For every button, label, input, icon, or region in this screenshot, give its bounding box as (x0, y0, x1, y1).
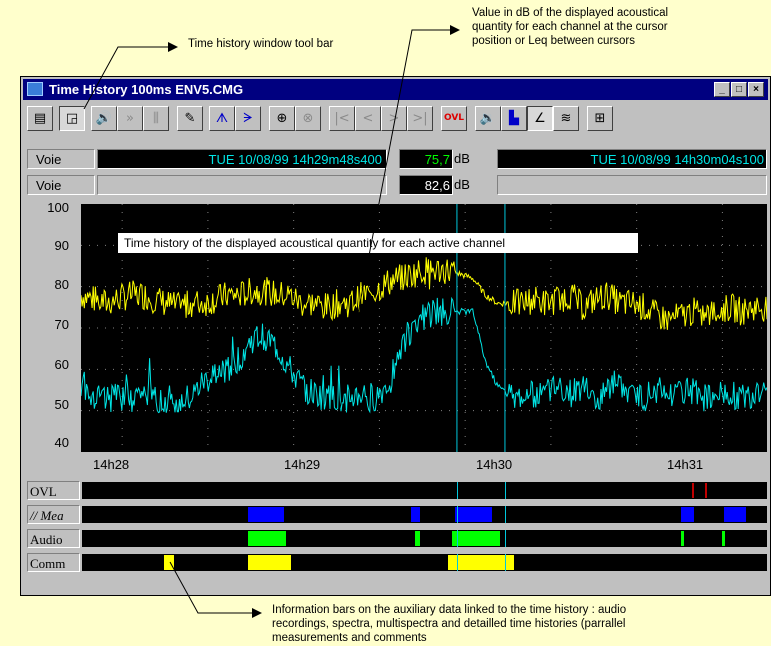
x-tick-label: 14h29 (284, 457, 321, 472)
go-last-button[interactable]: >| (407, 106, 433, 131)
audio-play-button[interactable]: 🔊 (91, 106, 117, 131)
channel-row-1: Voie TUE 10/08/99 14h29m48s400 75,7 dB T… (27, 149, 767, 169)
cursor-grid-button[interactable]: ⊞ (587, 106, 613, 131)
x-tick-label: 14h31 (667, 457, 704, 472)
y-tick-label: 90 (54, 238, 69, 253)
annotation-value-line: Value in dB of the displayed acoustical (472, 7, 669, 19)
aux-segment[interactable] (248, 555, 291, 570)
aux-segment[interactable] (414, 531, 420, 546)
aux-segment[interactable] (410, 507, 421, 522)
aux-cursor-marker (457, 554, 459, 571)
cursor1-time (97, 175, 387, 195)
aux-segment[interactable] (164, 555, 175, 570)
aux-label-audio: Audio (27, 529, 80, 548)
aux-cursor-marker (457, 482, 459, 499)
aux-cursor-marker (505, 554, 507, 571)
marker-a-button[interactable]: ᗑ (209, 106, 235, 131)
aux-cursor-marker (457, 506, 459, 523)
y-tick-label: 60 (54, 357, 69, 372)
spectrum-button[interactable]: ⫼ (143, 106, 169, 131)
aux-cursor-marker (505, 506, 507, 523)
tool-bar: ▤ ◲ 🔊 » ⫼ ✎ ᗑ ᗒ ⊕ ⊗ |< < > >| OVL 🔉 ▙ ∠ … (23, 103, 768, 135)
plot-caption: Time history of the displayed acoustical… (118, 233, 638, 253)
go-first-button[interactable]: |< (329, 106, 355, 131)
aux-segment[interactable] (681, 531, 685, 546)
aux-segment[interactable] (692, 483, 695, 498)
y-tick-label: 50 (54, 397, 69, 412)
title-bar[interactable]: Time History 100ms ENV5.CMG _ □ × (23, 79, 768, 100)
channel-unit: dB (454, 177, 470, 192)
x-tick-label: 14h28 (93, 457, 130, 472)
series-line-cyan (80, 296, 768, 414)
y-tick-label: 40 (54, 435, 69, 450)
annotation-info-line: recordings, spectra, multispectra and de… (272, 618, 626, 630)
results-table-button[interactable]: ▤ (27, 106, 53, 131)
time-history-window: Time History 100ms ENV5.CMG _ □ × ▤ ◲ 🔊 … (20, 76, 771, 596)
go-prev-button[interactable]: < (355, 106, 381, 131)
filter-button[interactable]: ≋ (553, 106, 579, 131)
aux-bar-ovl[interactable] (82, 482, 767, 499)
aux-cursor-marker (457, 530, 459, 547)
annotation-info-line: Information bars on the auxiliary data l… (272, 604, 627, 616)
annotation-info-bars: Information bars on the auxiliary data l… (272, 603, 626, 645)
aux-segment[interactable] (248, 531, 287, 546)
multispectrum-button[interactable]: ▙ (501, 106, 527, 131)
annotation-toolbar: Time history window tool bar (188, 38, 334, 50)
aux-segment[interactable] (722, 531, 725, 546)
aux-segment[interactable] (680, 507, 694, 522)
channel-label: Voie (27, 175, 95, 195)
callout-info-arrowhead (252, 608, 262, 618)
go-next-button[interactable]: > (381, 106, 407, 131)
callout-value-arrowhead (450, 25, 460, 35)
x-tick-label: 14h30 (476, 457, 513, 472)
close-button[interactable]: × (748, 82, 764, 97)
minimize-button[interactable]: _ (714, 82, 730, 97)
channel-value: 82,6 (399, 175, 453, 195)
cursor2-time: TUE 10/08/99 14h30m04s100 (497, 149, 767, 169)
window-title: Time History 100ms ENV5.CMG (49, 82, 244, 97)
channel-label: Voie (27, 149, 95, 169)
aux-segment[interactable] (448, 555, 514, 570)
maximize-button[interactable]: □ (731, 82, 747, 97)
app-icon (27, 82, 43, 96)
annotation-value-line: quantity for each channel at the cursor (472, 21, 668, 33)
aux-segment[interactable] (455, 507, 492, 522)
annotation-value-line: position or Leq between cursors (472, 35, 636, 47)
y-tick-label: 100 (47, 200, 69, 215)
annotation-info-line: measurements and comments (272, 632, 427, 644)
aux-segment[interactable] (723, 507, 747, 522)
zoom-out-button[interactable]: ⊗ (295, 106, 321, 131)
cursor2-time (497, 175, 767, 195)
zoom-in-button[interactable]: ⊕ (269, 106, 295, 131)
aux-bar-comments[interactable] (82, 554, 767, 571)
fast-forward-button[interactable]: » (117, 106, 143, 131)
edit-curve-button[interactable]: ∠ (527, 106, 553, 131)
channel-value: 75,7 (399, 149, 453, 169)
aux-cursor-marker (505, 530, 507, 547)
overload-button[interactable]: OVL (441, 106, 467, 131)
y-tick-label: 70 (54, 317, 69, 332)
aux-label-comments: Comm (27, 553, 80, 572)
aux-bar-audio[interactable] (82, 530, 767, 547)
aux-segment[interactable] (451, 531, 500, 546)
channel-row-2: Voie 82,6 dB (27, 175, 767, 195)
aux-label-ovl: OVL (27, 481, 80, 500)
aux-bar-parallel-meas[interactable] (82, 506, 767, 523)
aux-cursor-marker (505, 482, 507, 499)
aux-label-parallel-meas: // Mea (27, 505, 80, 524)
cursor1-time: TUE 10/08/99 14h29m48s400 (97, 149, 387, 169)
channel-unit: dB (454, 151, 470, 166)
callout-toolbar-arrowhead (168, 42, 178, 52)
aux-segment[interactable] (248, 507, 285, 522)
aux-segment[interactable] (704, 483, 707, 498)
audio-record-button[interactable]: 🔉 (475, 106, 501, 131)
plot-view-button[interactable]: ◲ (59, 106, 85, 131)
marker-b-button[interactable]: ᗒ (235, 106, 261, 131)
pencil-button[interactable]: ✎ (177, 106, 203, 131)
annotation-value: Value in dB of the displayed acoustical … (472, 6, 668, 48)
y-tick-label: 80 (54, 277, 69, 292)
